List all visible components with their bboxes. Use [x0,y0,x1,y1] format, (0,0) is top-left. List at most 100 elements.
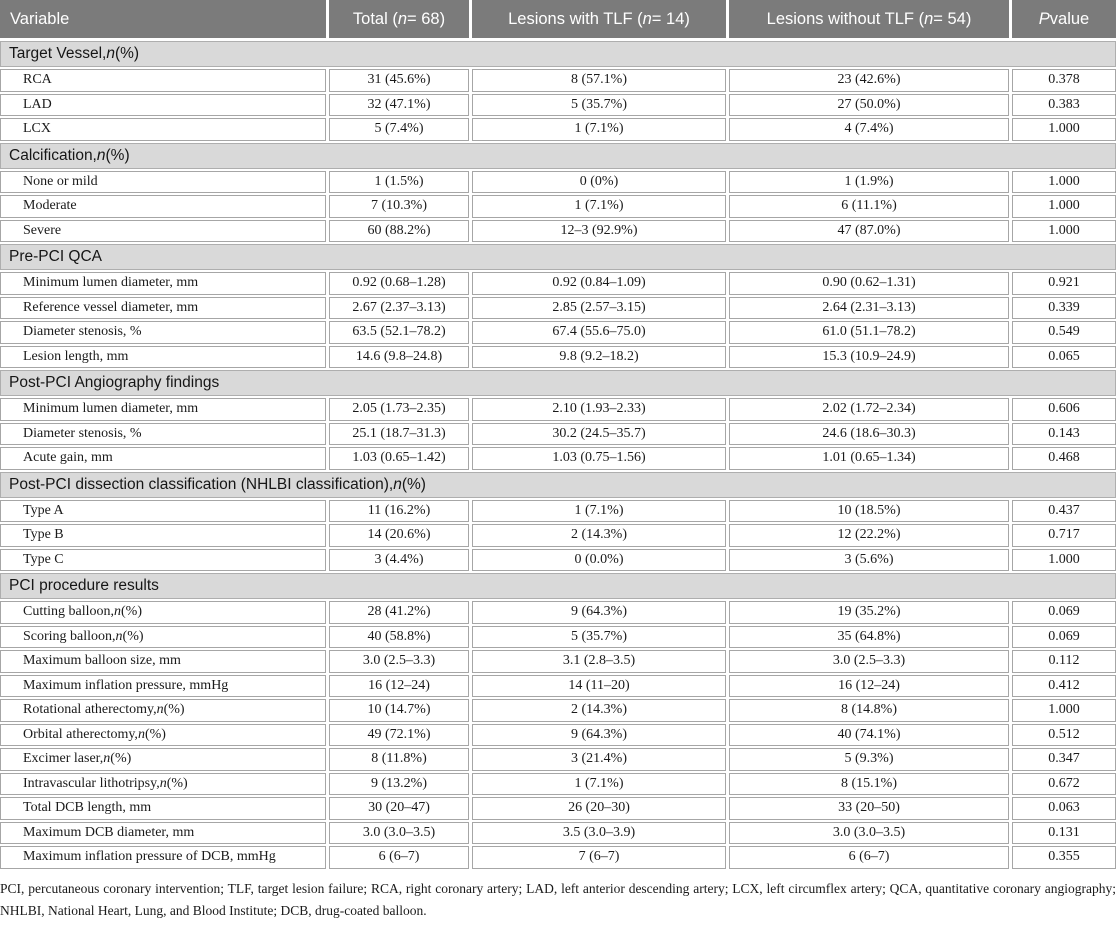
row-label: Acute gain, mm [0,447,326,470]
p-value-cell: 0.069 [1012,625,1116,648]
section-title: Post-PCI Angiography findings [0,370,1116,396]
no-tlf-cell: 24.6 (18.6–30.3) [729,422,1009,445]
no-tlf-cell: 40 (74.1%) [729,723,1009,746]
table-row: Maximum DCB diameter, mm 3.0 (3.0–3.5) 3.5… [0,821,1116,844]
p-value-cell: 1.000 [1012,699,1116,722]
total-cell: 60 (88.2%) [329,219,469,242]
row-label: Maximum inflation pressure of DCB, mmHg [0,846,326,869]
row-label: Lesion length, mm [0,345,326,368]
tlf-cell: 3.5 (3.0–3.9) [472,821,726,844]
table-row: Intravascular lithotripsy, n (%) 9 (13.2%… [0,772,1116,795]
table-row: Maximum balloon size, mm 3.0 (2.5–3.3) 3.1… [0,650,1116,673]
p-value-cell: 0.355 [1012,846,1116,869]
table-row: Cutting balloon, n (%) 28 (41.2%) 9 (64.3%… [0,601,1116,624]
table-row: LCX 5 (7.4%) 1 (7.1%) 4 (7.4%) 1.000 [0,118,1116,141]
table-row: Lesion length, mm 14.6 (9.8–24.8) 9.8 (9.2… [0,345,1116,368]
table-row: Total DCB length, mm 30 (20–47) 26 (20–30)… [0,797,1116,820]
no-tlf-cell: 0.90 (0.62–1.31) [729,272,1009,295]
table-row: Moderate 7 (10.3%) 1 (7.1%) 6 (11.1%) 1.000 [0,195,1116,218]
tlf-cell: 7 (6–7) [472,846,726,869]
table-row: Diameter stenosis, % 63.5 (52.1–78.2) 67.4… [0,321,1116,344]
section-title: Pre-PCI QCA [0,244,1116,270]
section-header-row: PCI procedure results [0,573,1116,599]
no-tlf-cell: 35 (64.8%) [729,625,1009,648]
p-value-cell: 0.065 [1012,345,1116,368]
table-row: Maximum inflation pressure, mmHg 16 (12–2… [0,674,1116,697]
p-value-cell: 0.063 [1012,797,1116,820]
tlf-cell: 1.03 (0.75–1.56) [472,447,726,470]
row-label: LAD [0,93,326,116]
no-tlf-cell: 3.0 (3.0–3.5) [729,821,1009,844]
no-tlf-cell: 4 (7.4%) [729,118,1009,141]
tlf-cell: 14 (11–20) [472,674,726,697]
no-tlf-cell: 6 (6–7) [729,846,1009,869]
section-header-row: Post-PCI dissection classification (NHLB… [0,471,1116,498]
p-value-cell: 1.000 [1012,118,1116,141]
row-label: Excimer laser, n (%) [0,748,326,771]
row-label: None or mild [0,170,326,193]
no-tlf-cell: 12 (22.2%) [729,524,1009,547]
total-cell: 32 (47.1%) [329,93,469,116]
table-row: Scoring balloon, n (%) 40 (58.8%) 5 (35.7%… [0,625,1116,648]
tlf-cell: 1 (7.1%) [472,118,726,141]
no-tlf-cell: 23 (42.6%) [729,69,1009,92]
total-cell: 14.6 (9.8–24.8) [329,345,469,368]
total-cell: 28 (41.2%) [329,601,469,624]
table-row: LAD 32 (47.1%) 5 (35.7%) 27 (50.0%) 0.383 [0,93,1116,116]
p-value-cell: 0.112 [1012,650,1116,673]
section-title: Post-PCI dissection classification (NHLB… [0,471,1116,498]
table-body: Target Vessel, n (%) RCA 31 (45.6%) 8 (57.1… [0,41,1116,869]
table-row: Severe 60 (88.2%) 12–3 (92.9%) 47 (87.0%) 1.… [0,219,1116,242]
tlf-cell: 12–3 (92.9%) [472,219,726,242]
tlf-cell: 2 (14.3%) [472,699,726,722]
p-value-cell: 0.378 [1012,69,1116,92]
no-tlf-cell: 1.01 (0.65–1.34) [729,447,1009,470]
p-value-cell: 1.000 [1012,219,1116,242]
p-value-cell: 0.412 [1012,674,1116,697]
section-header-row: Post-PCI Angiography findings [0,370,1116,396]
no-tlf-cell: 16 (12–24) [729,674,1009,697]
p-value-cell: 0.672 [1012,772,1116,795]
tlf-cell: 1 (7.1%) [472,195,726,218]
row-label: Maximum DCB diameter, mm [0,821,326,844]
table-row: Diameter stenosis, % 25.1 (18.7–31.3) 30.2… [0,422,1116,445]
total-cell: 11 (16.2%) [329,499,469,522]
table-row: RCA 31 (45.6%) 8 (57.1%) 23 (42.6%) 0.378 [0,69,1116,92]
column-header-lesions-without-tlf: Lesions without TLF (n = 54) [729,0,1009,38]
tlf-cell: 1 (7.1%) [472,499,726,522]
total-cell: 7 (10.3%) [329,195,469,218]
section-title: Calcification, n (%) [0,142,1116,169]
table-footnote: PCI, percutaneous coronary intervention;… [0,880,1116,918]
row-label: Scoring balloon, n (%) [0,625,326,648]
total-cell: 1 (1.5%) [329,170,469,193]
tlf-cell: 8 (57.1%) [472,69,726,92]
row-label: RCA [0,69,326,92]
no-tlf-cell: 3.0 (2.5–3.3) [729,650,1009,673]
total-cell: 2.05 (1.73–2.35) [329,398,469,421]
section-header-row: Calcification, n (%) [0,142,1116,169]
total-cell: 40 (58.8%) [329,625,469,648]
p-value-cell: 1.000 [1012,548,1116,571]
tlf-cell: 67.4 (55.6–75.0) [472,321,726,344]
row-label: Type C [0,548,326,571]
no-tlf-cell: 10 (18.5%) [729,499,1009,522]
column-header-variable: Variable [0,0,326,38]
p-value-cell: 0.512 [1012,723,1116,746]
no-tlf-cell: 19 (35.2%) [729,601,1009,624]
total-cell: 0.92 (0.68–1.28) [329,272,469,295]
table-row: Orbital atherectomy, n (%) 49 (72.1%) 9 (6… [0,723,1116,746]
p-value-cell: 0.549 [1012,321,1116,344]
row-label: Diameter stenosis, % [0,422,326,445]
no-tlf-cell: 33 (20–50) [729,797,1009,820]
total-cell: 25.1 (18.7–31.3) [329,422,469,445]
tlf-cell: 26 (20–30) [472,797,726,820]
total-cell: 5 (7.4%) [329,118,469,141]
tlf-cell: 2.10 (1.93–2.33) [472,398,726,421]
p-value-cell: 0.143 [1012,422,1116,445]
no-tlf-cell: 61.0 (51.1–78.2) [729,321,1009,344]
p-value-cell: 0.347 [1012,748,1116,771]
no-tlf-cell: 2.02 (1.72–2.34) [729,398,1009,421]
table-row: Maximum inflation pressure of DCB, mmHg 6… [0,846,1116,869]
total-cell: 2.67 (2.37–3.13) [329,296,469,319]
column-header-total: Total (n = 68) [329,0,469,38]
